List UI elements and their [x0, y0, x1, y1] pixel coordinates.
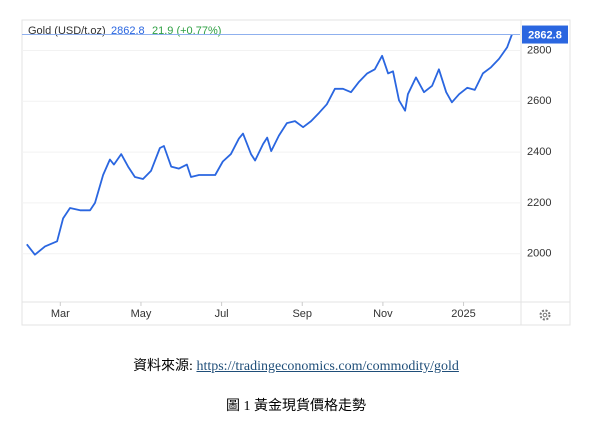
y-tick-label: 2400: [527, 146, 551, 158]
settings-icon[interactable]: [539, 309, 551, 321]
chart: Gold (USD/t.oz) 2862.8 21.9 (+0.77%) 200…: [21, 19, 571, 326]
x-tick-label: Jul: [215, 308, 229, 320]
header-price: 2862.8: [111, 25, 145, 37]
x-tick-label: Sep: [292, 308, 312, 320]
price-line: [26, 34, 513, 256]
price-label: 2862.8: [528, 29, 562, 41]
y-tick-label: 2000: [527, 248, 551, 260]
x-tick-label: May: [131, 308, 152, 320]
x-tick-label: Mar: [51, 308, 70, 320]
price-label-box: [522, 25, 568, 44]
y-tick-label: 2600: [527, 95, 551, 107]
figure-caption: 圖 1 黃金現貨價格走勢: [226, 399, 366, 414]
source-link[interactable]: https://tradingeconomics.com/commodity/g…: [196, 359, 459, 374]
source-line: 資料來源: https://tradingeconomics.com/commo…: [0, 355, 592, 375]
x-tick-label: 2025: [451, 308, 475, 320]
y-tick-label: 2800: [527, 44, 551, 56]
y-tick-label: 2200: [527, 197, 551, 209]
chart-frame: [21, 19, 571, 326]
x-tick-label: Nov: [373, 308, 393, 320]
chart-title: Gold (USD/t.oz): [28, 25, 106, 37]
header-change: 21.9 (+0.77%): [152, 25, 221, 37]
source-label: 資料來源:: [133, 359, 197, 374]
